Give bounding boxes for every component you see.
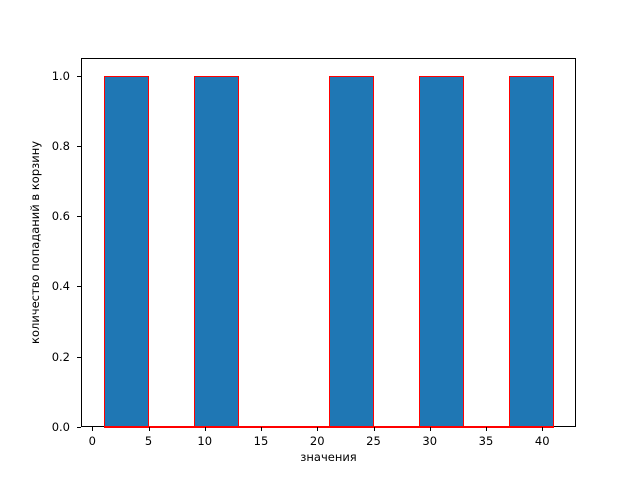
y-tick-label: 0.2 [51,349,70,364]
y-axis-label: количество попаданий в корзину [28,140,42,345]
x-tick-mark [429,427,431,431]
y-tick-mark [77,75,81,77]
histogram-bar [193,75,239,427]
x-axis-label: значения [300,450,357,464]
x-tick-label: 10 [197,434,213,448]
histogram-bar [508,75,554,427]
y-tick-mark [77,286,81,288]
x-tick-label: 15 [253,434,269,448]
x-tick-label: 0 [88,434,96,448]
y-tick-mark [77,145,81,147]
x-tick-label: 20 [309,434,325,448]
x-tick-mark [542,427,544,431]
x-tick-mark [261,427,262,431]
y-tick-mark [77,216,81,218]
x-tick-label: 5 [144,434,153,448]
histogram-bar [103,75,149,427]
y-tick-label: 0.4 [51,279,70,294]
x-tick-mark [486,427,487,431]
y-tick-label: 0.8 [51,138,70,153]
x-tick-label: 30 [422,434,438,448]
x-tick-mark [317,427,319,431]
y-tick-mark [77,356,81,358]
x-tick-label: 35 [478,434,494,448]
x-tick-mark [373,427,375,431]
y-tick-label: 0.0 [51,420,70,434]
x-tick-mark [204,427,206,431]
histogram-bar [418,75,464,427]
x-tick-label: 40 [534,434,550,448]
x-tick-label: 25 [366,434,381,448]
y-tick-label: 0.6 [51,209,70,224]
plot-area [81,58,576,428]
y-tick-label: 1.0 [51,68,70,83]
x-tick-mark [148,427,150,431]
histogram-bar [328,75,374,427]
x-tick-mark [92,427,94,431]
y-tick-mark [77,427,81,428]
